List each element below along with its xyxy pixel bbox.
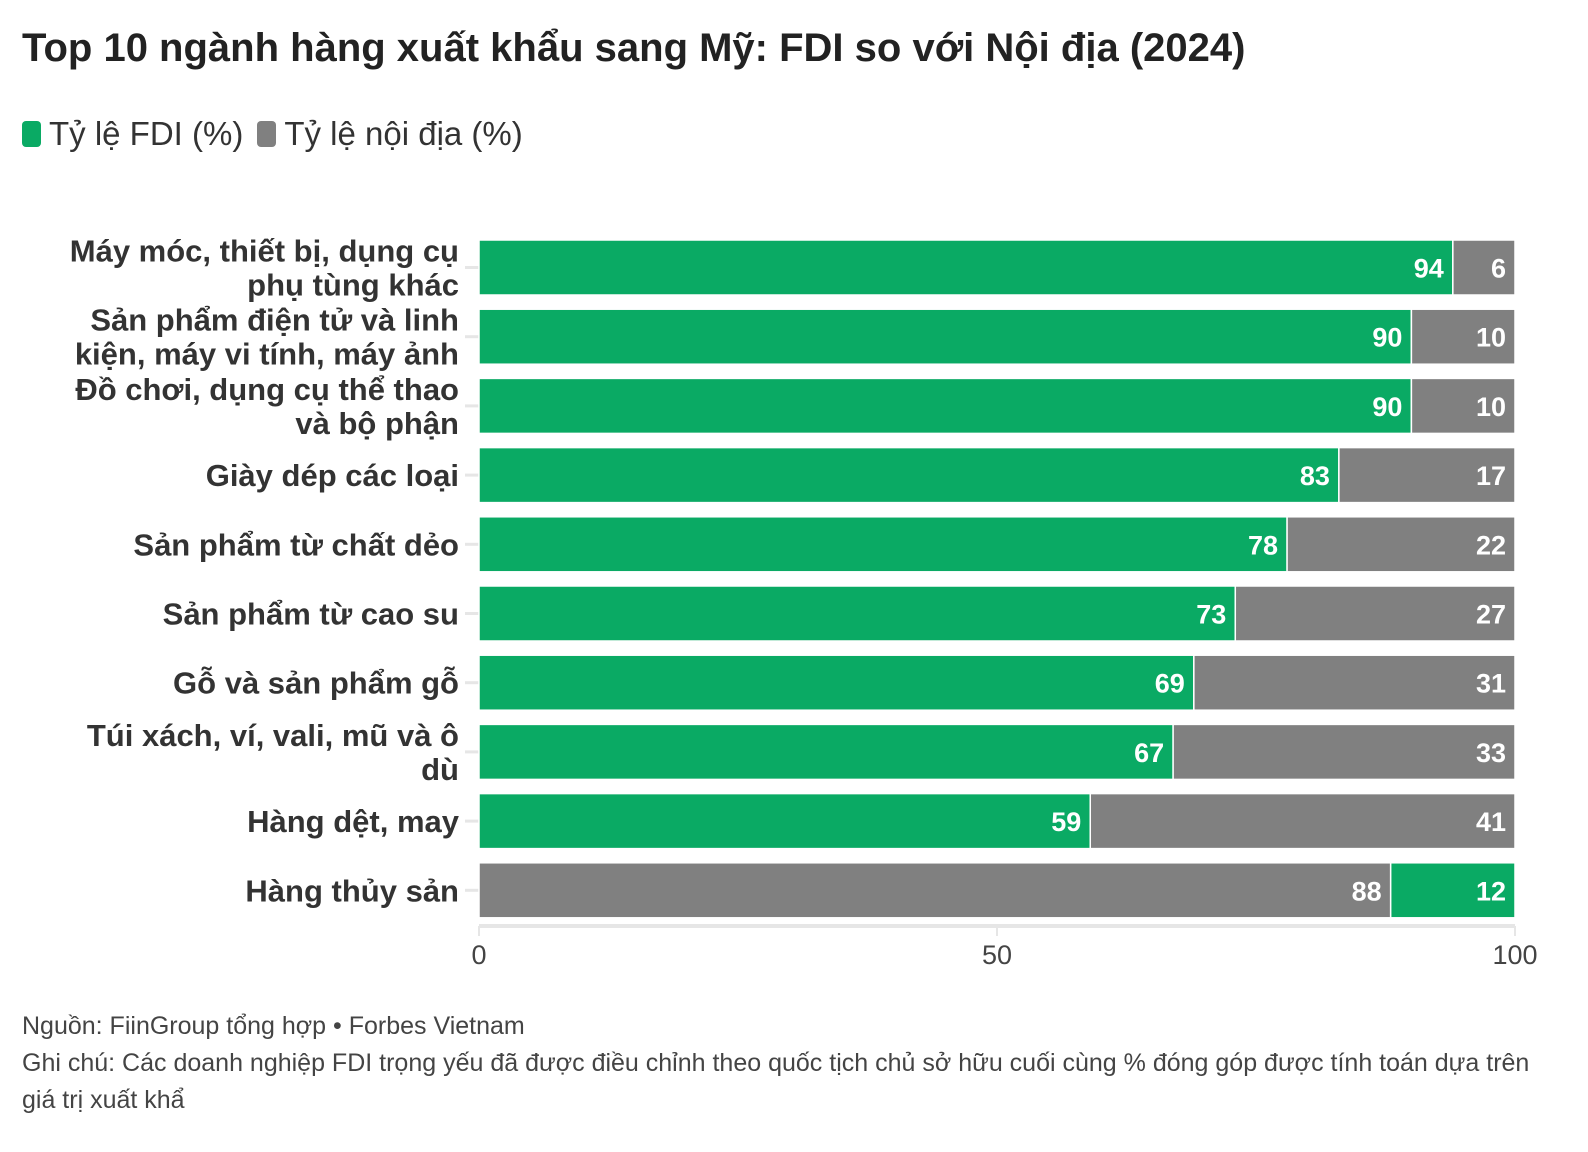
bar-chart: 0 50 100 Máy móc, thiết bị, dụng cụ phụ tùng… — [70, 234, 1538, 971]
bar-fdi — [478, 723, 1174, 781]
category-label-line: dù — [421, 752, 459, 787]
bar-fdi-label: 94 — [1414, 254, 1444, 284]
bar-domestic — [1410, 377, 1516, 435]
bar-fdi — [478, 516, 1288, 573]
bar-fdi-label: 12 — [1476, 876, 1506, 906]
bar-domestic — [478, 862, 1392, 919]
category-label-line: và bộ phận — [295, 406, 459, 441]
bar-domestic-label: 10 — [1476, 323, 1506, 353]
category-label-line: Giày dép các loại — [206, 458, 459, 493]
x-tick-label: 100 — [1492, 940, 1537, 970]
legend-label-domestic: Tỷ lệ nội địa (%) — [284, 115, 523, 152]
bar-domestic — [1193, 654, 1516, 711]
bar-domestic-label: 27 — [1476, 600, 1506, 630]
category-label: Hàng thủy sản — [245, 873, 459, 908]
category-label-line: Sản phẩm từ cao su — [163, 597, 459, 632]
category-label-line: Đồ chơi, dụng cụ thể thao — [75, 372, 459, 407]
chart-footer: Nguồn: FiinGroup tổng hợp • Forbes Vietn… — [22, 1008, 1542, 1119]
bar-fdi — [478, 446, 1340, 504]
bar-fdi — [478, 585, 1237, 642]
bar-fdi — [478, 239, 1454, 296]
category-label: Sản phẩm điện tử và linh kiện, máy vi tín… — [75, 303, 459, 372]
category-label: Máy móc, thiết bị, dụng cụ phụ tùng khác — [70, 234, 459, 303]
bar-domestic — [1452, 239, 1516, 296]
category-label: Sản phẩm từ chất dẻo — [133, 527, 459, 562]
bar-fdi-label: 83 — [1300, 461, 1330, 491]
bar-domestic-label: 33 — [1476, 738, 1506, 768]
category-label-line: Sản phẩm điện tử và linh — [90, 303, 459, 338]
note-text: Ghi chú: Các doanh nghiệp FDI trọng yếu … — [22, 1049, 1530, 1114]
bar-domestic — [1410, 308, 1516, 365]
legend-item-fdi: Tỷ lệ FDI (%) — [22, 115, 243, 153]
category-label: Đồ chơi, dụng cụ thể thao và bộ phận — [75, 372, 459, 441]
bar-domestic — [1286, 516, 1516, 573]
category-label-line: phụ tùng khác — [247, 268, 459, 303]
bar-fdi-label: 59 — [1051, 807, 1081, 837]
bar-domestic — [1234, 585, 1516, 642]
bar-fdi-label: 67 — [1134, 738, 1164, 768]
legend: Tỷ lệ FDI (%) Tỷ lệ nội địa (%) — [22, 115, 523, 153]
chart-title: Top 10 ngành hàng xuất khẩu sang Mỹ: FDI… — [22, 26, 1246, 70]
category-label-line: Máy móc, thiết bị, dụng cụ — [70, 234, 459, 269]
category-label-line: Hàng thủy sản — [245, 873, 459, 908]
bar-domestic-label: 41 — [1476, 807, 1506, 837]
bar-domestic-label: 31 — [1476, 669, 1506, 699]
legend-swatch-domestic — [257, 121, 277, 147]
bar-fdi-label: 78 — [1248, 530, 1278, 560]
category-label: Giày dép các loại — [206, 458, 459, 493]
legend-item-domestic: Tỷ lệ nội địa (%) — [257, 115, 523, 153]
bar-domestic-label: 10 — [1476, 392, 1506, 422]
category-label-line: Túi xách, ví, vali, mũ và ô — [87, 718, 459, 753]
legend-swatch-fdi — [22, 121, 41, 147]
category-label-line: Hàng dệt, may — [247, 804, 460, 839]
category-label-line: Gỗ và sản phẩm gỗ — [173, 666, 459, 701]
category-label-line: Sản phẩm từ chất dẻo — [133, 527, 459, 562]
bar-domestic — [1338, 446, 1516, 504]
category-label: Hàng dệt, may — [247, 804, 460, 839]
bar-fdi-label: 90 — [1372, 392, 1402, 422]
category-label: Gỗ và sản phẩm gỗ — [173, 666, 459, 701]
bar-domestic-label: 17 — [1476, 461, 1506, 491]
category-label: Sản phẩm từ cao su — [163, 597, 459, 632]
bar-domestic — [1172, 723, 1516, 781]
category-label-line: kiện, máy vi tính, máy ảnh — [75, 337, 459, 372]
bar-fdi — [478, 654, 1195, 711]
category-label: Túi xách, ví, vali, mũ và ô dù — [87, 718, 459, 787]
bar-domestic-label: 88 — [1352, 876, 1382, 906]
x-tick-label: 0 — [471, 940, 486, 970]
bar-domestic-label: 22 — [1476, 530, 1506, 560]
bar-fdi-label: 69 — [1155, 669, 1185, 699]
bar-fdi-label: 73 — [1196, 600, 1226, 630]
source-text: Nguồn: FiinGroup tổng hợp • Forbes Vietn… — [22, 1012, 525, 1040]
bar-fdi — [478, 308, 1413, 365]
bar-fdi-label: 90 — [1372, 323, 1402, 353]
bar-fdi — [478, 792, 1091, 850]
bar-fdi — [478, 377, 1413, 435]
bar-domestic — [1089, 792, 1516, 850]
legend-label-fdi: Tỷ lệ FDI (%) — [49, 115, 244, 152]
x-tick-label: 50 — [982, 940, 1012, 970]
bar-fdi — [1389, 862, 1516, 919]
bar-domestic-label: 6 — [1491, 254, 1506, 284]
